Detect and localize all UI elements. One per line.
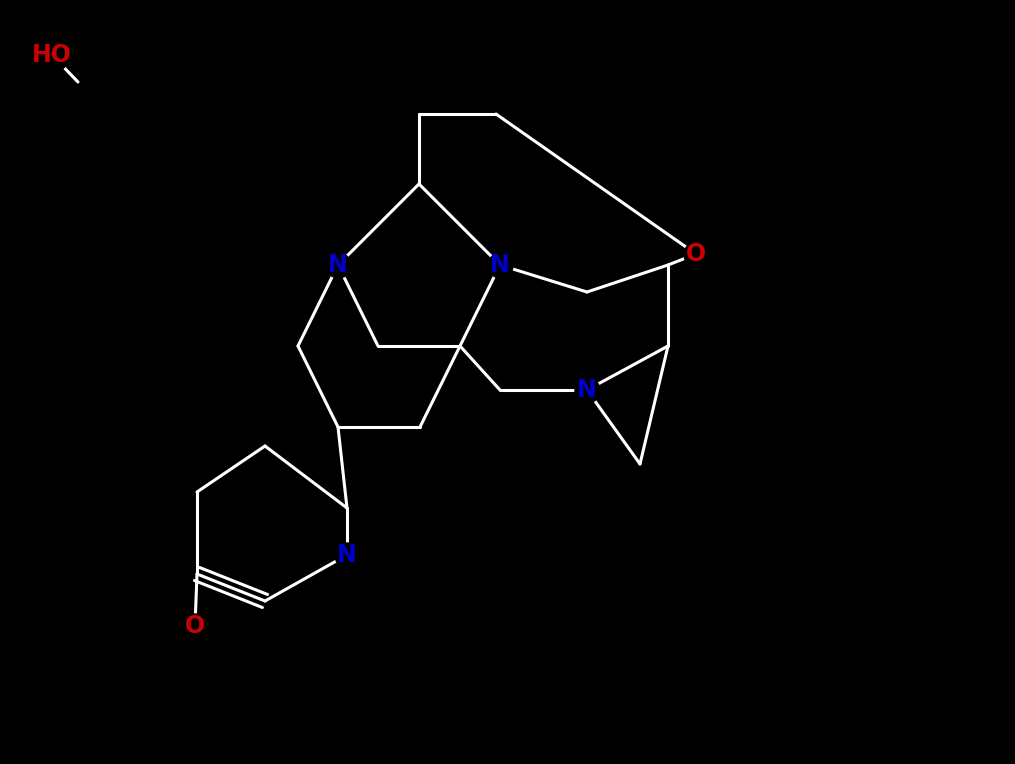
- Text: N: N: [490, 253, 510, 277]
- Text: N: N: [578, 378, 597, 402]
- Text: N: N: [337, 543, 357, 567]
- Text: HO: HO: [32, 43, 72, 67]
- Text: N: N: [328, 253, 348, 277]
- Text: O: O: [185, 614, 205, 638]
- Text: O: O: [686, 242, 706, 266]
